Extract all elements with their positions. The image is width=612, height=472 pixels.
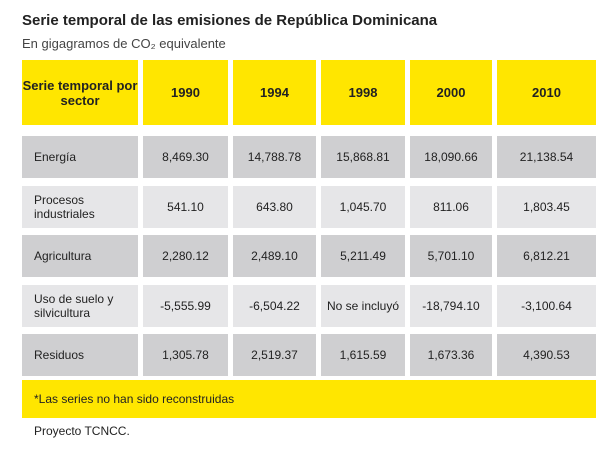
value-cell: -3,100.64 [497, 285, 596, 327]
value-cell: 5,211.49 [321, 235, 405, 277]
value-cell: 8,469.30 [143, 136, 228, 178]
column-header: 1990 [143, 60, 228, 125]
table-row: Residuos 1,305.78 2,519.37 1,615.59 1,673.36… [22, 334, 596, 376]
value-cell: 2,519.37 [233, 334, 316, 376]
sector-cell: Agricultura [22, 235, 138, 277]
value-cell: 1,045.70 [321, 186, 405, 228]
value-cell: 1,305.78 [143, 334, 228, 376]
table-row: Uso de suelo y silvicultura -5,555.99 -6,5… [22, 285, 596, 327]
value-cell: 811.06 [410, 186, 492, 228]
sector-cell: Uso de suelo y silvicultura [22, 285, 138, 327]
value-cell: 4,390.53 [497, 334, 596, 376]
value-cell: 643.80 [233, 186, 316, 228]
sector-cell: Residuos [22, 334, 138, 376]
column-header: 2000 [410, 60, 492, 125]
value-cell: 2,280.12 [143, 235, 228, 277]
sector-cell: Procesos industriales [22, 186, 138, 228]
column-header: 1998 [321, 60, 405, 125]
value-cell: No se incluyó [321, 285, 405, 327]
source: Proyecto TCNCC. [34, 424, 130, 438]
header-row: Serie temporal por sector 1990 1994 1998 200… [22, 60, 596, 125]
value-cell: 2,489.10 [233, 235, 316, 277]
table-row: Agricultura 2,280.12 2,489.10 5,211.49 5,701… [22, 235, 596, 277]
value-cell: 1,803.45 [497, 186, 596, 228]
subtitle: En gigagramos de CO₂ equivalente [22, 36, 226, 51]
value-cell: 18,090.66 [410, 136, 492, 178]
value-cell: 1,615.59 [321, 334, 405, 376]
column-header: 2010 [497, 60, 596, 125]
column-header: 1994 [233, 60, 316, 125]
value-cell: 5,701.10 [410, 235, 492, 277]
value-cell: 21,138.54 [497, 136, 596, 178]
value-cell: 541.10 [143, 186, 228, 228]
value-cell: 14,788.78 [233, 136, 316, 178]
title: Serie temporal de las emisiones de Repúb… [22, 12, 438, 29]
value-cell: -5,555.99 [143, 285, 228, 327]
table-row: Energía 8,469.30 14,788.78 15,868.81 18,090.… [22, 136, 596, 178]
value-cell: 1,673.36 [410, 334, 492, 376]
footnote: *Las series no han sido reconstruidas [22, 380, 596, 418]
value-cell: -18,794.10 [410, 285, 492, 327]
value-cell: 6,812.21 [497, 235, 596, 277]
value-cell: -6,504.22 [233, 285, 316, 327]
value-cell: 15,868.81 [321, 136, 405, 178]
sector-cell: Energía [22, 136, 138, 178]
table-row: Procesos industriales 541.10 643.80 1,045.7… [22, 186, 596, 228]
column-header: Serie temporal por sector [22, 60, 138, 125]
